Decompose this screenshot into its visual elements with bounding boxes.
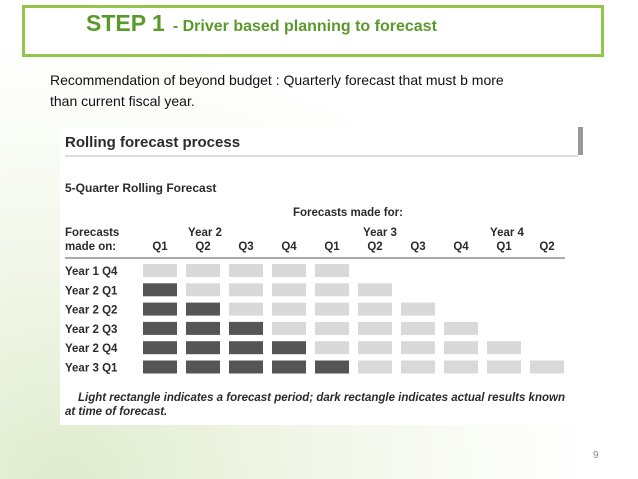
forecast-cell	[315, 341, 349, 355]
forecast-cell	[143, 302, 177, 316]
quarter-label: Q1	[152, 241, 168, 253]
quarter-label: Q4	[453, 241, 469, 253]
row-header: Forecasts	[65, 227, 119, 239]
forecast-cell	[186, 302, 220, 316]
forecast-cell	[358, 302, 392, 316]
forecast-cell	[229, 264, 263, 277]
caption: Light rectangle indicates a forecast per…	[78, 392, 565, 404]
forecast-cell	[315, 283, 349, 297]
row-label: Year 3 Q1	[65, 363, 118, 375]
forecast-cell	[401, 302, 435, 316]
forecast-cell	[229, 302, 263, 316]
forecast-cell	[358, 283, 392, 297]
quarter-label: Q2	[195, 241, 210, 253]
forecast-cell	[401, 360, 435, 374]
forecast-cell	[358, 360, 392, 374]
made-for-label: Forecasts made for:	[293, 207, 403, 219]
forecast-cell	[186, 321, 220, 335]
text-line: than current fiscal year.	[50, 93, 195, 109]
slide-title: STEP 1 - Driver based planning to forecas…	[86, 10, 437, 37]
forecast-cell	[315, 302, 349, 316]
forecast-cell	[401, 321, 435, 335]
row-label: Year 2 Q1	[65, 285, 118, 297]
quarter-label: Q3	[410, 241, 425, 253]
forecast-cell	[229, 321, 263, 335]
quarter-label: Q4	[281, 241, 297, 253]
title-box	[22, 5, 604, 57]
row-header: made on:	[65, 241, 116, 253]
year-label: Year 2	[188, 227, 222, 239]
quarter-label: Q3	[238, 241, 253, 253]
forecast-cell	[186, 283, 220, 297]
forecast-cell	[143, 341, 177, 355]
year-label: Year 3	[363, 227, 397, 239]
forecast-cell	[530, 360, 564, 374]
forecast-cell	[186, 264, 220, 277]
forecast-cell	[229, 360, 263, 374]
quarter-label: Q1	[324, 241, 340, 253]
forecast-cell	[444, 341, 478, 355]
quarter-label: Q2	[367, 241, 382, 253]
forecast-cell	[358, 341, 392, 355]
forecast-cell	[186, 360, 220, 374]
forecast-cell	[272, 360, 306, 374]
forecast-cell	[143, 321, 177, 335]
quarter-label: Q2	[539, 241, 554, 253]
forecast-cell	[229, 283, 263, 297]
forecast-cell	[272, 283, 306, 297]
forecast-cell	[143, 360, 177, 374]
forecast-cell	[315, 264, 349, 277]
forecast-cell	[315, 360, 349, 374]
year-label: Year 4	[490, 227, 524, 239]
forecast-cell	[444, 321, 478, 335]
forecast-cell	[401, 341, 435, 355]
figure-canvas: Rolling forecast process 5-Quarter Rolli…	[65, 127, 583, 418]
recommendation: Recommendation of beyond budget : Quarte…	[50, 70, 504, 112]
forecast-cell	[229, 341, 263, 355]
forecast-cell	[315, 321, 349, 335]
forecast-cell	[143, 264, 177, 277]
forecast-cell	[272, 302, 306, 316]
row-label: Year 2 Q3	[65, 324, 117, 336]
forecast-cell	[487, 341, 521, 355]
forecast-cell	[186, 341, 220, 355]
forecast-cell	[272, 321, 306, 335]
text-line: Recommendation of beyond budget : Quarte…	[50, 72, 504, 88]
edge	[578, 127, 583, 155]
quarter-label: Q1	[496, 241, 512, 253]
forecast-cell	[444, 360, 478, 374]
caption: at time of forecast.	[65, 406, 167, 418]
forecast-cell	[487, 360, 521, 374]
row-label: Year 2 Q2	[65, 305, 117, 317]
row-label: Year 2 Q4	[65, 343, 118, 355]
figure-subtitle: 5-Quarter Rolling Forecast	[65, 181, 216, 195]
forecast-cell	[272, 264, 306, 277]
forecast-cell	[358, 321, 392, 335]
figure-title: Rolling forecast process	[65, 134, 240, 151]
forecast-cell	[143, 283, 177, 297]
forecast-cell	[272, 341, 306, 355]
figure: Rolling forecast process 5-Quarter Rolli…	[60, 127, 583, 425]
step-label: STEP 1	[86, 10, 165, 36]
page-number: 9	[593, 450, 599, 461]
step-subtitle: - Driver based planning to forecast	[172, 18, 437, 35]
row-label: Year 1 Q4	[65, 266, 118, 278]
